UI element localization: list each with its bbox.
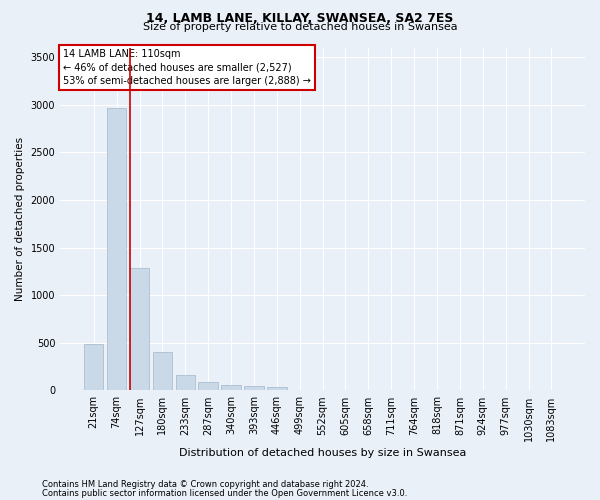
Bar (107, 108, 127, 390)
Text: 14, LAMB LANE, KILLAY, SWANSEA, SA2 7ES: 14, LAMB LANE, KILLAY, SWANSEA, SA2 7ES (146, 12, 454, 26)
Text: Size of property relative to detached houses in Swansea: Size of property relative to detached ho… (143, 22, 457, 32)
Bar (244, 386, 263, 390)
Text: 14 LAMB LANE: 110sqm
← 46% of detached houses are smaller (2,527)
53% of semi-de: 14 LAMB LANE: 110sqm ← 46% of detached h… (63, 49, 311, 86)
Y-axis label: Number of detached properties: Number of detached properties (15, 137, 25, 301)
Bar (176, 374, 195, 390)
Bar (267, 386, 287, 390)
Bar (84, 344, 103, 391)
Bar (152, 352, 172, 391)
Text: Contains public sector information licensed under the Open Government Licence v3: Contains public sector information licen… (42, 488, 407, 498)
Bar (221, 385, 241, 390)
X-axis label: Distribution of detached houses by size in Swansea: Distribution of detached houses by size … (179, 448, 466, 458)
Bar (130, 268, 149, 390)
Text: Contains HM Land Registry data © Crown copyright and database right 2024.: Contains HM Land Registry data © Crown c… (42, 480, 368, 489)
Bar (199, 382, 218, 390)
